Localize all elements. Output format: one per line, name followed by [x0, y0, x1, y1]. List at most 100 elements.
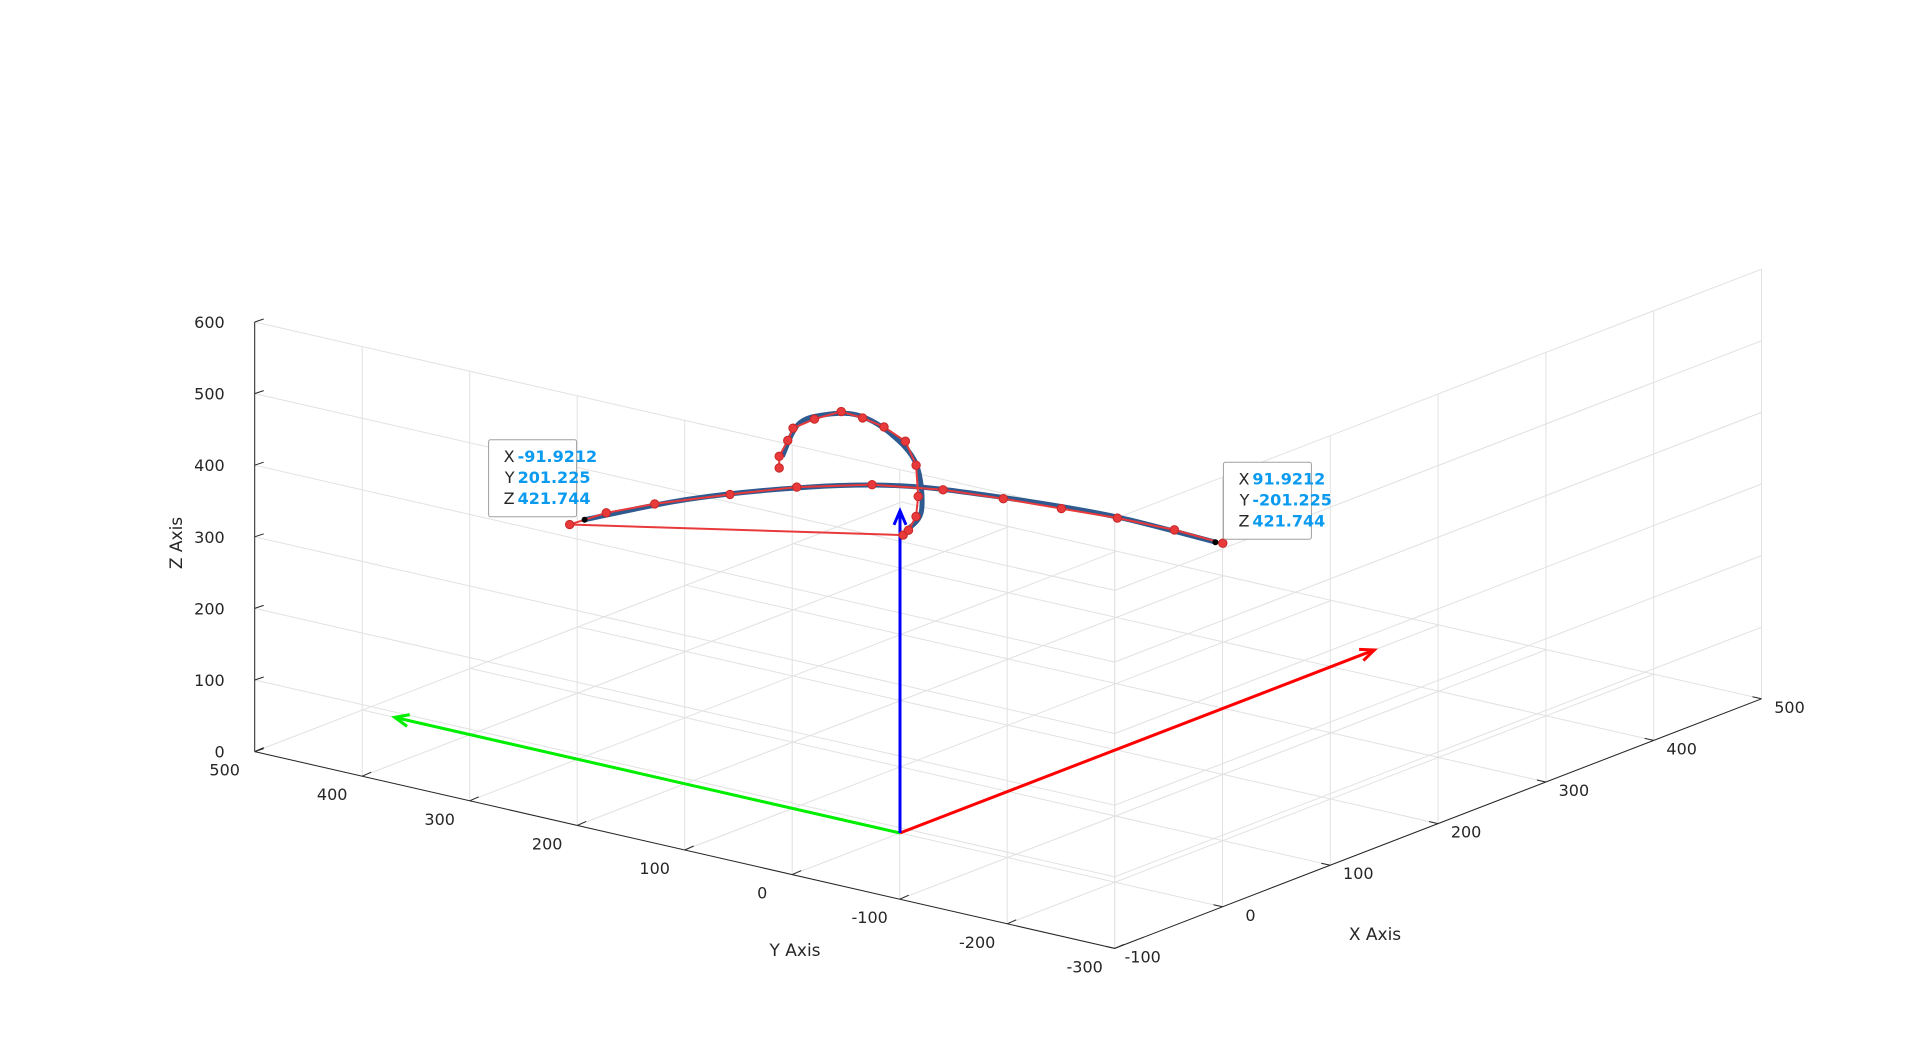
grid-line [254, 607, 1115, 806]
z-tick [254, 461, 264, 466]
data-point [1218, 538, 1228, 548]
z-tick [254, 676, 264, 681]
y-tick-label: 300 [424, 810, 455, 829]
y-axis-label: Y Axis [768, 941, 820, 961]
grid-line [899, 649, 1547, 900]
x-tick-label: 400 [1666, 739, 1697, 758]
datatip-y-label: Y [504, 468, 515, 487]
datatip-box [488, 439, 578, 518]
y-tick [1006, 919, 1017, 925]
y-tick-label: 0 [757, 884, 767, 903]
y-tick-label: -100 [852, 908, 888, 927]
y-tick-label: -200 [959, 933, 995, 952]
z-tick [254, 604, 264, 609]
data-point [783, 435, 793, 446]
marker-connector-line [569, 410, 1224, 545]
data-point [879, 422, 889, 432]
grid-line [254, 679, 1115, 878]
data-point [564, 519, 575, 530]
x-tick-label: 200 [1451, 823, 1482, 842]
data-point [809, 414, 820, 424]
datatip-x-label: X [504, 447, 515, 466]
grid-line [254, 393, 1115, 591]
grid-line [1114, 555, 1762, 806]
y-tick [1114, 943, 1124, 949]
z-tick-label: 600 [194, 313, 225, 332]
data-point [601, 508, 611, 518]
y-tick [684, 845, 694, 851]
y-tick [469, 796, 479, 802]
x-tick-label: 0 [1245, 906, 1255, 925]
grid-lines [254, 268, 1762, 949]
datatip-y-value: 201.225 [518, 468, 591, 487]
z-tick [254, 318, 264, 323]
y-tick-label: 500 [209, 761, 240, 780]
grid-line [254, 321, 1115, 520]
y-arrow [394, 715, 901, 835]
x-tick-label: 300 [1559, 781, 1590, 800]
y-axis-line [254, 751, 1115, 949]
grid-line [1007, 673, 1655, 925]
datatip-x-value: -91.9212 [518, 447, 598, 466]
x-tick-label: 500 [1774, 698, 1805, 717]
grid-line [1114, 483, 1762, 735]
z-tick-label: 0 [215, 743, 225, 762]
datatip-x-value: 91.9212 [1252, 469, 1325, 488]
data-series [564, 406, 1228, 548]
x-tick-label: 100 [1343, 864, 1374, 883]
data-point [913, 491, 923, 502]
data-point [857, 413, 868, 423]
datatip-y-value: -201.225 [1252, 490, 1332, 509]
grid-line [254, 464, 1115, 663]
data-point [725, 489, 735, 500]
grid-line [1114, 411, 1762, 663]
x-tick [1428, 821, 1439, 825]
data-point [1056, 503, 1067, 514]
y-tick-label: -300 [1067, 957, 1103, 976]
grid-line [1114, 340, 1762, 591]
datatip-y-label: Y [1239, 490, 1250, 509]
datatip-z-value: 421.744 [518, 489, 591, 508]
x-arrow [899, 648, 1375, 835]
data-point [1169, 525, 1180, 535]
grid-line [254, 501, 902, 753]
datatip-z-label: Z [504, 489, 515, 508]
x-tick [1213, 904, 1223, 908]
data-point [1112, 513, 1123, 523]
datatip-box [1222, 461, 1312, 540]
grid-line [1114, 268, 1762, 520]
z-tick [254, 748, 264, 753]
z-tick-label: 400 [194, 456, 225, 475]
grid-line [1114, 626, 1762, 878]
data-point [903, 525, 914, 535]
z-arrow-head [892, 506, 908, 526]
data-point [900, 436, 911, 446]
data-point [911, 460, 921, 470]
z-tick [254, 533, 264, 538]
z-tick [254, 390, 264, 395]
data-point [938, 485, 948, 495]
data-point [998, 493, 1008, 504]
y-tick-label: 400 [317, 785, 348, 804]
y-tick-label: 200 [532, 834, 563, 853]
y-tick-label: 100 [639, 859, 670, 878]
datatip-x-label: X [1238, 469, 1249, 488]
x-tick-label: -100 [1125, 947, 1161, 966]
x-axis-label: X Axis [1349, 925, 1401, 945]
axis-lines [254, 318, 1762, 949]
y-tick [576, 820, 587, 826]
coordinate-arrows [391, 506, 1378, 835]
y-tick [361, 771, 372, 777]
data-point [774, 463, 784, 473]
datatip-anchor [581, 516, 588, 523]
z-tick-label: 100 [194, 671, 225, 690]
data-point [911, 511, 921, 522]
datatip-z-label: Z [1238, 511, 1249, 530]
data-point [792, 482, 802, 492]
z-tick-label: 300 [194, 528, 225, 547]
x-tick [1644, 737, 1654, 741]
